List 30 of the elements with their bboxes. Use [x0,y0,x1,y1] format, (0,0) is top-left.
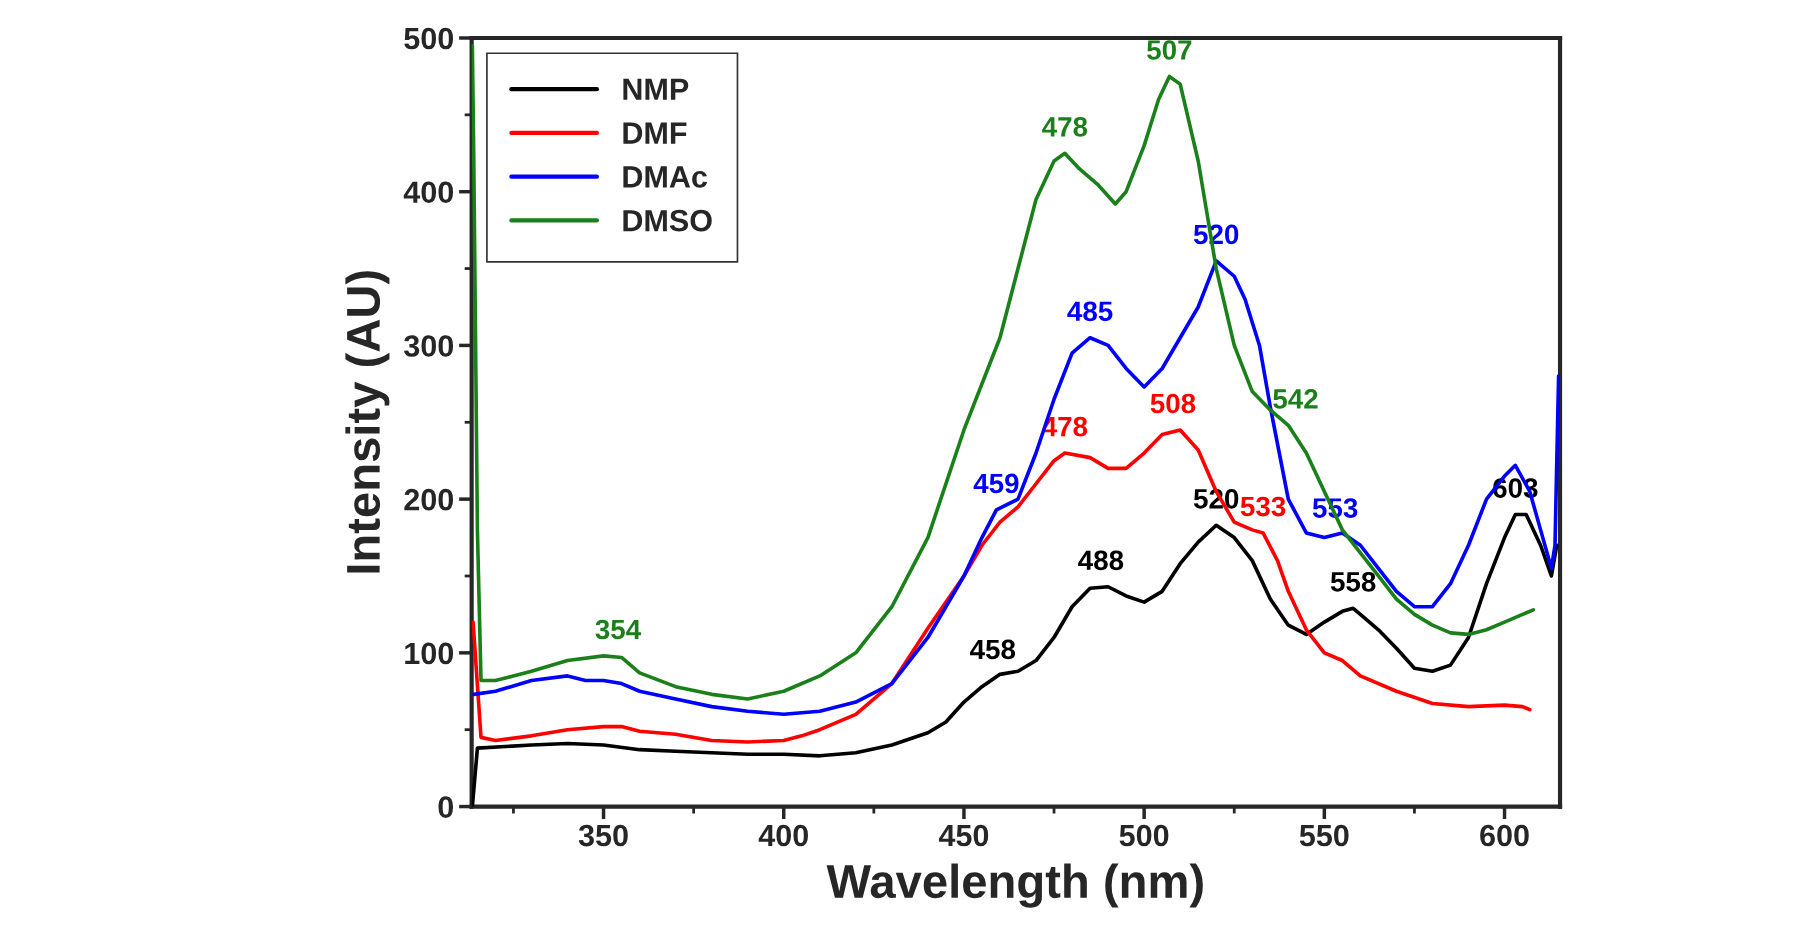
legend-label: DMSO [623,209,712,232]
annotation: 533 [1240,496,1286,517]
x-axis-title: Wavelength (nm) [826,863,1203,908]
x-tick-label: 400 [758,824,808,847]
x-tick-label: 450 [938,824,989,847]
annotation: 488 [1078,550,1124,571]
legend-label: DMAc [623,166,708,188]
x-tick-label: 600 [1480,824,1529,847]
y-tick-label: 500 [404,27,454,50]
annotation: 507 [1147,40,1192,60]
x-tick-label: 500 [1119,824,1169,847]
y-tick-label: 0 [438,796,454,818]
y-tick-label: 300 [404,335,454,357]
line-series [471,259,1561,717]
legend-label: DMF [623,122,687,144]
x-tick-label: 550 [1299,824,1349,847]
legend-label: NMP [623,78,689,100]
annotation: 458 [970,639,1016,660]
annotation: 558 [1330,571,1376,592]
y-tick-label: 400 [403,181,454,204]
annotation: 542 [1273,389,1318,409]
annotation: 354 [595,619,641,640]
y-axis-title: Intensity (AU) [345,271,390,573]
y-tick-label: 200 [404,488,454,511]
y-tick-label: 100 [405,642,454,665]
annotation: 508 [1150,393,1196,414]
x-tick-label: 350 [578,824,628,847]
annotation: 478 [1042,117,1088,137]
annotation: 485 [1067,301,1113,322]
annotation: 459 [973,473,1019,494]
